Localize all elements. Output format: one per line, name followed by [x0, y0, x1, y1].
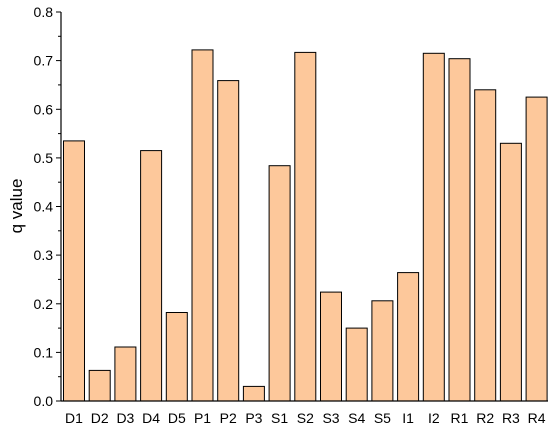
bar-d1: [63, 140, 85, 402]
y-tick-label: 0.0: [34, 393, 54, 409]
x-tick-label-d3: D3: [116, 410, 134, 426]
bar-s3: [320, 291, 342, 402]
x-axis-ticks: D1 D2 D3 D4 D5 P1 P2 P3 S1 S2 S3 S4 S5 I1 I2 R1 R2 R3 R4: [65, 410, 546, 426]
bar-i1: [397, 272, 420, 402]
bar-s4: [345, 327, 368, 402]
x-tick-label-r3: R3: [502, 410, 520, 426]
x-tick-label-s1: S1: [271, 410, 288, 426]
y-tick-label: 0.4: [34, 199, 54, 215]
bar-p1: [191, 49, 214, 402]
bars-group: [63, 49, 548, 402]
y-tick-label: 0.3: [34, 247, 54, 263]
bar-d2: [88, 369, 111, 402]
x-tick-label-p2: P2: [220, 410, 237, 426]
x-tick-label-d5: D5: [168, 410, 186, 426]
x-tick-label-s5: S5: [374, 410, 391, 426]
y-tick-label: 0.2: [34, 296, 54, 312]
y-tick-label: 0.1: [34, 344, 54, 360]
y-tick-label: 0.6: [34, 101, 54, 117]
bar-r1: [448, 58, 471, 402]
x-tick-label-r4: R4: [528, 410, 546, 426]
bar-r3: [499, 142, 522, 402]
x-tick-label-d2: D2: [91, 410, 109, 426]
x-tick-label-i1: I1: [402, 410, 414, 426]
x-tick-label-p3: P3: [245, 410, 262, 426]
y-tick-label: 0.7: [34, 53, 54, 69]
bar-d3: [114, 346, 137, 402]
y-axis-ticks: 0.0 0.1 0.2 0.3 0.4 0.5 0.6 0.7 0.8: [34, 4, 61, 409]
y-tick-label: 0.5: [34, 150, 54, 166]
bar-s5: [371, 300, 394, 402]
bar-p3: [242, 385, 265, 402]
bar-r4: [525, 96, 548, 402]
x-tick-label-s4: S4: [348, 410, 365, 426]
bar-s2: [294, 51, 317, 402]
y-tick-label: 0.8: [34, 4, 54, 20]
x-tick-label-d1: D1: [65, 410, 83, 426]
bar-i2: [422, 52, 445, 402]
bar-s1: [268, 165, 291, 402]
bar-d5: [165, 312, 188, 402]
x-tick-label-r1: R1: [451, 410, 469, 426]
x-tick-label-s3: S3: [322, 410, 339, 426]
x-tick-label-i2: I2: [428, 410, 440, 426]
y-axis-title: q value: [7, 179, 26, 234]
x-tick-label-r2: R2: [476, 410, 494, 426]
x-tick-label-s2: S2: [297, 410, 314, 426]
bar-r2: [474, 89, 497, 402]
x-tick-label-p1: P1: [194, 410, 211, 426]
x-tick-label-d4: D4: [142, 410, 160, 426]
bar-d4: [140, 150, 163, 402]
bar-p2: [217, 80, 240, 402]
